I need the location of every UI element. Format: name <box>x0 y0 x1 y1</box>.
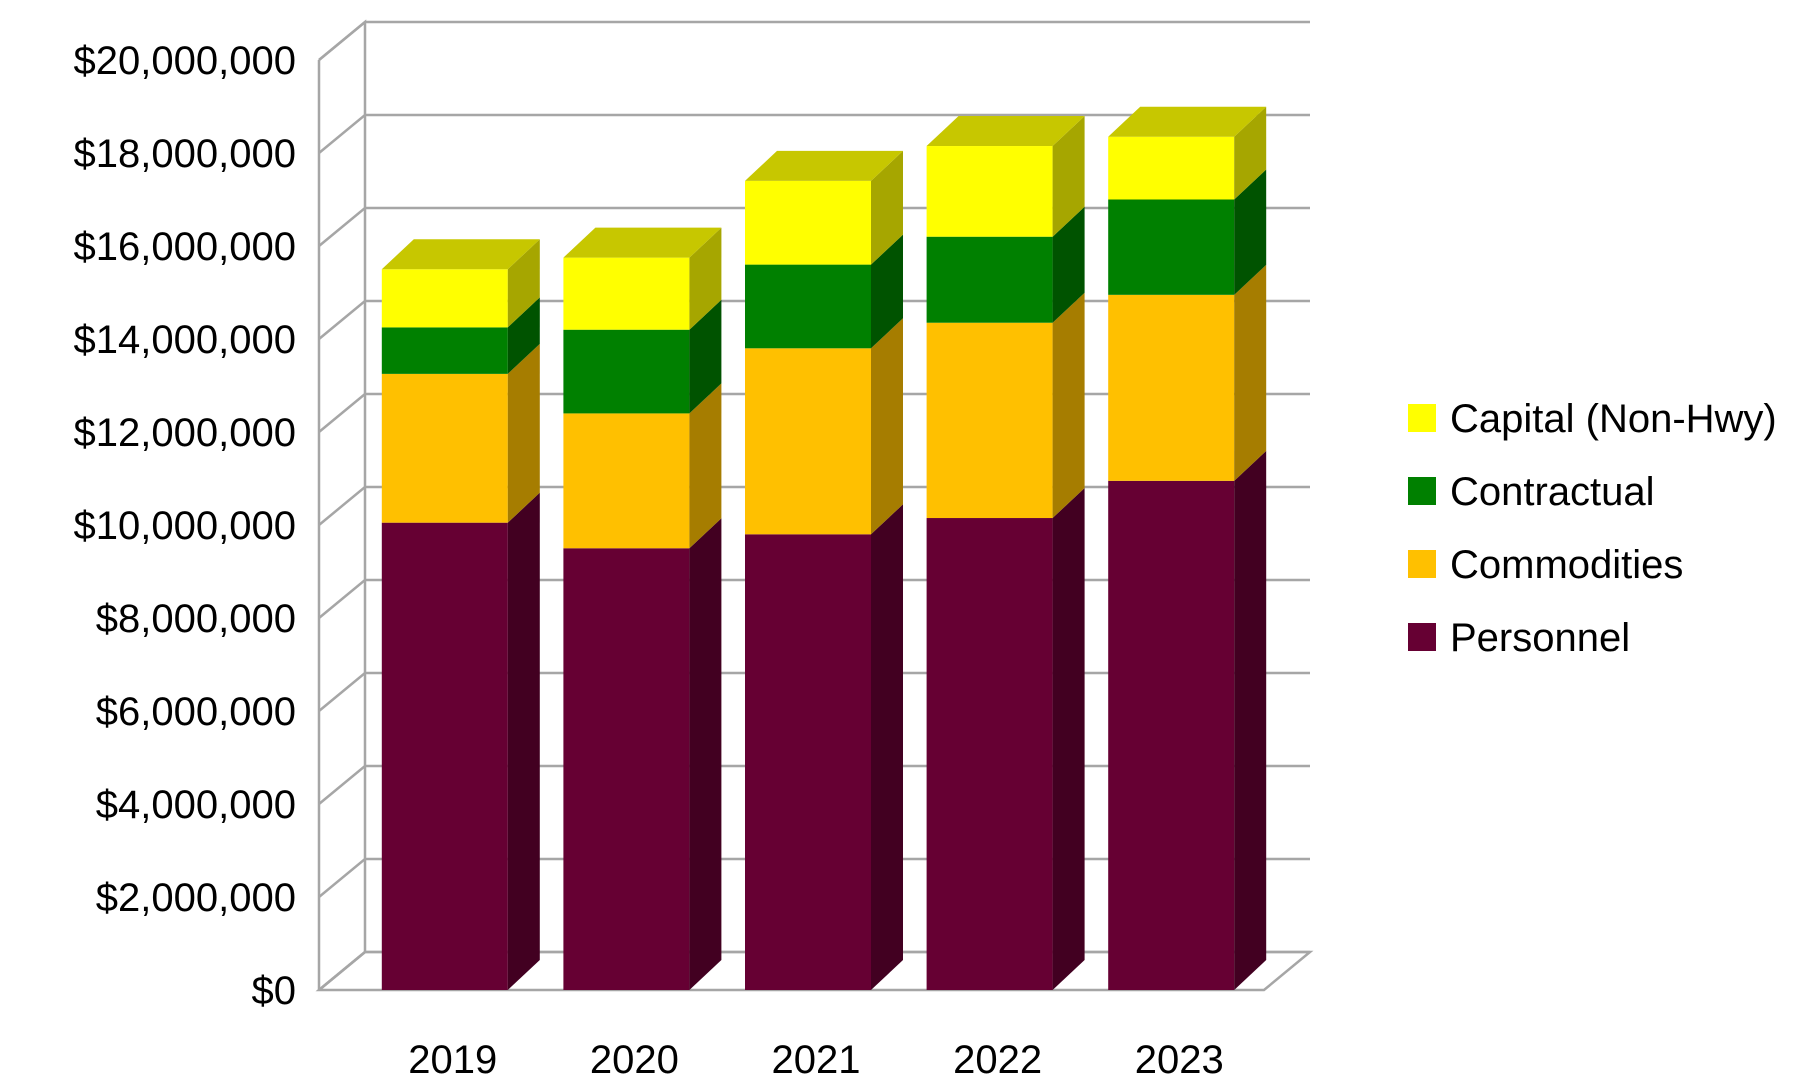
bar-side <box>508 344 540 523</box>
y-tick-label: $18,000,000 <box>74 132 296 176</box>
bar-front <box>1108 200 1234 295</box>
bar-side <box>1234 451 1266 990</box>
legend-label: Commodities <box>1450 543 1683 587</box>
bar-stack-2021 <box>745 151 903 990</box>
x-tick-label: 2019 <box>408 1038 497 1081</box>
bars <box>382 107 1266 990</box>
y-tick-label: $2,000,000 <box>96 876 296 920</box>
bar-front <box>382 374 508 523</box>
legend-swatch <box>1408 404 1436 432</box>
x-tick-label: 2021 <box>772 1038 861 1081</box>
bar-2019-personnel <box>382 493 540 990</box>
bar-2023-capital-non-hwy <box>1108 107 1266 200</box>
y-tick-label: $16,000,000 <box>74 225 296 269</box>
bar-front <box>745 181 871 265</box>
y-tick-label: $10,000,000 <box>74 504 296 548</box>
bar-2019-capital-non-hwy <box>382 239 540 327</box>
bar-2023-commodities <box>1108 265 1266 481</box>
legend-swatch <box>1408 623 1436 651</box>
x-tick-label: 2020 <box>590 1038 679 1081</box>
bar-front <box>927 146 1053 237</box>
bar-2022-capital-non-hwy <box>927 116 1085 237</box>
legend-item-capital-non-hwy: Capital (Non-Hwy) <box>1408 397 1777 441</box>
y-tick-label: $20,000,000 <box>74 39 296 83</box>
bar-front <box>563 548 689 990</box>
bar-side <box>689 518 721 990</box>
legend-label: Contractual <box>1450 470 1655 514</box>
bar-2023-personnel <box>1108 451 1266 990</box>
y-tick-label: $12,000,000 <box>74 411 296 455</box>
bar-front <box>563 413 689 548</box>
bar-stack-2019 <box>382 239 540 990</box>
legend: Capital (Non-Hwy) Contractual Commodities P… <box>1408 397 1777 660</box>
bar-stack-2020 <box>563 228 721 990</box>
bar-front <box>382 523 508 990</box>
legend-item-commodities: Commodities <box>1408 543 1683 587</box>
legend-label: Capital (Non-Hwy) <box>1450 397 1777 441</box>
bar-2021-commodities <box>745 318 903 534</box>
bar-front <box>382 327 508 374</box>
bar-2021-personnel <box>745 504 903 990</box>
bar-front <box>1108 137 1234 200</box>
bar-2020-capital-non-hwy <box>563 228 721 330</box>
bar-2022-personnel <box>927 488 1085 990</box>
bar-front <box>927 518 1053 990</box>
bar-front <box>745 348 871 534</box>
legend-item-contractual: Contractual <box>1408 470 1655 514</box>
bar-front <box>1108 481 1234 990</box>
bar-front <box>1108 295 1234 481</box>
bar-2022-commodities <box>927 293 1085 518</box>
x-tick-label: 2022 <box>953 1038 1042 1081</box>
y-tick-label: $0 <box>252 969 297 1013</box>
bar-side <box>1053 488 1085 990</box>
bar-front <box>927 237 1053 323</box>
bar-2020-personnel <box>563 518 721 990</box>
legend-swatch <box>1408 550 1436 578</box>
y-axis-tick-labels: $0 $2,000,000 $4,000,000 $6,000,000 $8,000,0… <box>74 39 296 1013</box>
y-tick-label: $6,000,000 <box>96 690 296 734</box>
legend-label: Personnel <box>1450 616 1630 660</box>
bar-stack-2022 <box>927 116 1085 990</box>
x-axis-tick-labels: 2019 2020 2021 2022 2023 <box>408 1038 1223 1081</box>
y-tick-label: $8,000,000 <box>96 597 296 641</box>
legend-item-personnel: Personnel <box>1408 616 1630 660</box>
bar-side <box>1234 265 1266 481</box>
gridline <box>319 22 1310 60</box>
bar-front <box>382 269 508 327</box>
bar-side <box>508 493 540 990</box>
y-tick-label: $14,000,000 <box>74 318 296 362</box>
bar-side <box>1053 293 1085 518</box>
y-tick-label: $4,000,000 <box>96 783 296 827</box>
bar-front <box>745 265 871 349</box>
bar-side <box>871 504 903 990</box>
x-tick-label: 2023 <box>1135 1038 1224 1081</box>
bar-front <box>745 534 871 990</box>
bar-front <box>927 323 1053 518</box>
bar-front <box>563 258 689 330</box>
legend-swatch <box>1408 477 1436 505</box>
bar-front <box>563 330 689 414</box>
bar-side <box>871 318 903 534</box>
bar-2021-capital-non-hwy <box>745 151 903 265</box>
bar-stack-2023 <box>1108 107 1266 990</box>
